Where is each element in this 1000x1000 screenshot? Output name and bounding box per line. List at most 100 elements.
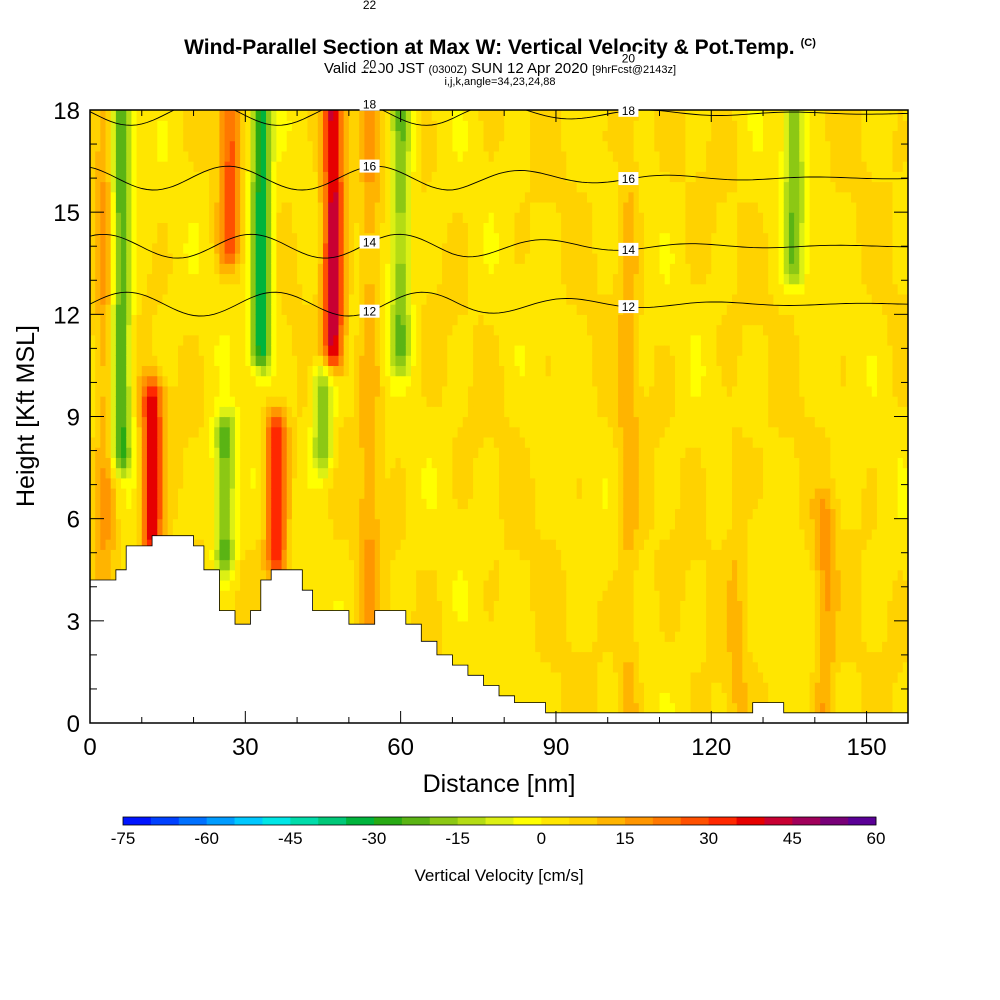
field-cell xyxy=(348,140,355,152)
field-cell xyxy=(209,324,215,336)
field-cell xyxy=(442,334,448,346)
field-cell xyxy=(183,436,189,448)
field-cell xyxy=(333,283,340,295)
field-cell xyxy=(167,528,174,540)
field-cell xyxy=(338,569,345,581)
field-cell xyxy=(105,375,112,387)
field-cell xyxy=(100,171,107,183)
field-cell xyxy=(400,508,407,520)
field-cell xyxy=(234,467,241,479)
field-cell xyxy=(266,426,272,438)
field-cell xyxy=(146,293,153,305)
field-cell xyxy=(410,314,417,326)
field-cell xyxy=(478,477,485,489)
field-cell xyxy=(364,181,371,193)
field-cell xyxy=(317,426,324,438)
field-cell xyxy=(322,457,329,469)
field-cell xyxy=(291,304,298,315)
field-cell xyxy=(348,385,355,397)
field-cell xyxy=(473,467,479,479)
field-cell xyxy=(421,140,428,152)
field-cell xyxy=(374,539,381,550)
field-cell xyxy=(426,539,433,550)
field-cell xyxy=(193,150,200,162)
field-cell xyxy=(291,406,298,418)
field-cell xyxy=(385,385,391,397)
field-cell xyxy=(266,344,272,356)
field-cell xyxy=(343,242,350,254)
field-cell xyxy=(167,191,174,203)
field-cell xyxy=(203,385,210,397)
field-cell xyxy=(162,365,169,377)
field-cell xyxy=(105,477,112,489)
field-cell xyxy=(317,406,324,418)
field-cell xyxy=(312,579,319,591)
field-cell xyxy=(395,232,402,244)
field-cell xyxy=(442,539,448,550)
field-cell xyxy=(462,110,469,121)
field-cell xyxy=(312,508,319,520)
field-cell xyxy=(90,396,96,407)
field-cell xyxy=(354,150,360,162)
field-cell xyxy=(146,140,153,152)
field-cell xyxy=(374,600,381,612)
field-cell xyxy=(333,406,340,418)
field-cell xyxy=(462,539,469,550)
field-cell xyxy=(240,528,246,540)
field-cell xyxy=(255,283,262,295)
field-cell xyxy=(462,161,469,172)
field-cell xyxy=(121,447,127,458)
field-cell xyxy=(255,375,262,387)
field-cell xyxy=(348,293,355,305)
field-cell xyxy=(462,651,469,663)
field-cell xyxy=(478,651,485,663)
field-cell xyxy=(240,130,246,142)
field-cell xyxy=(504,212,510,223)
field-cell xyxy=(302,181,309,193)
field-cell xyxy=(245,539,252,550)
field-cell xyxy=(307,365,314,377)
field-cell xyxy=(146,314,153,326)
field-cell xyxy=(183,110,189,121)
field-cell xyxy=(390,518,397,530)
field-cell xyxy=(369,344,376,356)
field-cell xyxy=(447,161,454,172)
field-cell xyxy=(110,181,117,193)
field-cell xyxy=(493,242,500,254)
field-cell xyxy=(385,467,391,479)
field-cell xyxy=(322,110,329,121)
field-cell xyxy=(240,467,246,479)
field-cell xyxy=(317,396,324,407)
field-cell xyxy=(462,273,469,285)
field-cell xyxy=(307,150,314,162)
field-cell xyxy=(405,477,412,489)
field-cell xyxy=(467,528,474,540)
field-cell xyxy=(364,569,371,581)
field-cell xyxy=(478,120,485,132)
field-cell xyxy=(483,396,490,407)
field-cell xyxy=(167,110,174,121)
field-cell xyxy=(297,201,303,213)
field-cell xyxy=(131,426,138,438)
field-cell xyxy=(297,242,303,254)
field-cell xyxy=(131,355,138,367)
field-cell xyxy=(436,457,443,469)
field-cell xyxy=(343,171,350,183)
field-cell xyxy=(359,610,365,622)
field-cell xyxy=(354,171,360,183)
field-cell xyxy=(493,140,500,152)
field-cell xyxy=(483,488,490,499)
field-cell xyxy=(385,426,391,438)
field-cell xyxy=(467,293,474,305)
field-cell xyxy=(317,293,324,305)
field-cell xyxy=(405,600,412,612)
field-cell xyxy=(281,365,288,377)
field-cell xyxy=(162,130,169,142)
field-cell xyxy=(224,232,231,244)
field-cell xyxy=(224,436,231,448)
field-cell xyxy=(193,273,200,285)
field-cell xyxy=(343,569,350,581)
field-cell xyxy=(421,426,428,438)
field-cell xyxy=(172,334,179,346)
field-cell xyxy=(442,283,448,295)
